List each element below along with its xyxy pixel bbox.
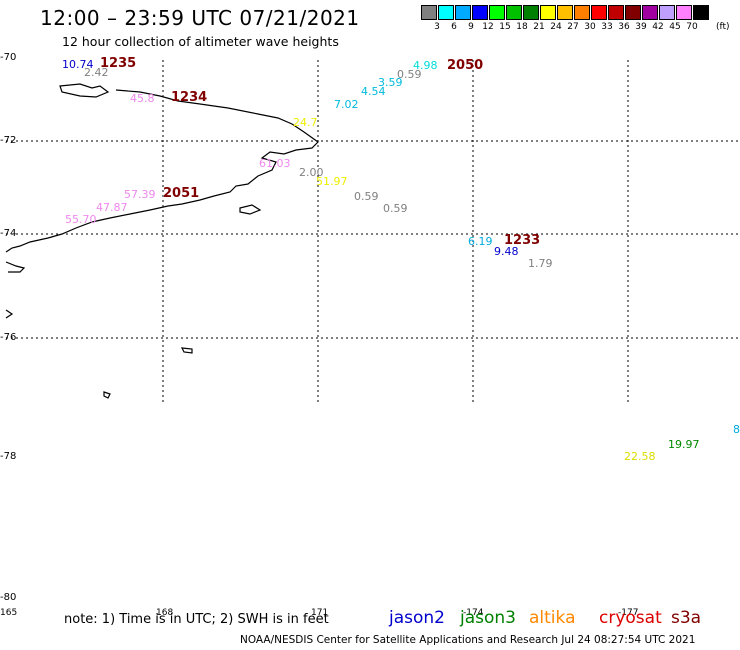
satellite-name-s3a: s3a (671, 608, 702, 628)
wave-height-label: 8 (733, 423, 740, 436)
satellite-name-jason2: jason2 (389, 608, 445, 628)
legend-swatch (625, 5, 641, 20)
legend-swatch (472, 5, 488, 20)
legend-swatch (438, 5, 454, 20)
legend-swatch-label: 15 (499, 22, 511, 32)
track-time-label: 1233 (504, 233, 541, 248)
wave-height-label: 0.59 (397, 68, 422, 81)
legend-swatch-label: 12 (482, 22, 494, 32)
wave-height-label: 22.58 (624, 450, 656, 463)
coastline (5, 83, 319, 399)
wave-height-label: 61.03 (259, 157, 291, 170)
legend-swatch-label: 24 (550, 22, 562, 32)
wave-height-label: 1.79 (528, 257, 553, 270)
wave-height-label: 6.19 (468, 235, 493, 248)
wave-height-label: 0.59 (383, 202, 408, 215)
wave-height-label: 0.59 (354, 190, 379, 203)
legend-swatch (421, 5, 437, 20)
lat-label: -76 (0, 332, 17, 343)
legend-swatch (506, 5, 522, 20)
lon-label: -177 (618, 608, 639, 618)
track-time-label: 2051 (163, 186, 200, 201)
credit-line: NOAA/NESDIS Center for Satellite Applica… (240, 634, 696, 646)
wave-height-label: 9.48 (494, 245, 519, 258)
legend-swatch-label: 45 (669, 22, 681, 32)
legend-swatch-label: 21 (533, 22, 545, 32)
wave-height-label: 10.74 (62, 58, 94, 71)
legend-swatch-label: 33 (601, 22, 613, 32)
legend-swatch-label: 9 (468, 22, 474, 32)
legend-swatch-label: 30 (584, 22, 596, 32)
wave-height-label: 45.8 (130, 92, 155, 105)
lon-label: -174 (463, 608, 484, 618)
graticule (6, 60, 740, 405)
footer-note: note: 1) Time is in UTC; 2) SWH is in fe… (64, 612, 329, 627)
lon-label: 171 (311, 608, 329, 618)
legend-swatch-label: 27 (567, 22, 579, 32)
track-time-label: 1234 (171, 90, 208, 105)
satellite-name-cryosat: cryosat (599, 608, 662, 628)
legend-swatch (455, 5, 471, 20)
legend-swatch (591, 5, 607, 20)
lat-label: -72 (0, 135, 17, 146)
wave-height-label: 57.39 (124, 188, 156, 201)
lon-label: 168 (156, 608, 174, 618)
lat-label: -74 (0, 228, 17, 239)
lon-label: 165 (0, 608, 18, 618)
legend-swatch (540, 5, 556, 20)
wave-height-label: 4.54 (361, 85, 386, 98)
wave-height-label: 19.97 (668, 438, 700, 451)
legend-unit: (ft) (716, 22, 730, 32)
map-subtitle: 12 hour collection of altimeter wave hei… (62, 34, 339, 49)
legend-swatch (659, 5, 675, 20)
track-time-label: 1235 (100, 56, 137, 71)
map-title: 12:00 – 23:59 UTC 07/21/2021 (40, 6, 360, 30)
legend-swatch-label: 3 (434, 22, 440, 32)
wave-height-label: 2.00 (299, 166, 324, 179)
legend-swatch-label: 18 (516, 22, 528, 32)
lat-label: -70 (0, 52, 17, 63)
legend-swatch (642, 5, 658, 20)
legend-swatch (676, 5, 692, 20)
satellite-name-altika: altika (529, 608, 576, 628)
track-time-label: 2050 (447, 58, 484, 73)
satellite-name-jason3: jason3 (460, 608, 516, 628)
legend-swatch-label: 36 (618, 22, 630, 32)
legend-swatch (608, 5, 624, 20)
wave-height-label: 55.70 (65, 213, 97, 226)
legend-swatch-label: 39 (635, 22, 647, 32)
wave-height-label: 4.98 (413, 59, 438, 72)
wave-height-label: 51.97 (316, 175, 348, 188)
legend-swatch (574, 5, 590, 20)
wave-height-label: 47.87 (96, 201, 128, 214)
lat-label: -78 (0, 451, 17, 462)
wave-height-label: 2.42 (84, 66, 109, 79)
wave-height-label: 24.7 (293, 116, 318, 129)
wave-height-label: 7.02 (334, 98, 359, 111)
legend-swatch-label: 70 (686, 22, 698, 32)
lat-label: -80 (0, 592, 17, 603)
legend-swatch-label: 6 (451, 22, 457, 32)
wave-height-label: 3.59 (378, 76, 403, 89)
legend-swatch (693, 5, 709, 20)
legend-swatch (523, 5, 539, 20)
legend-swatch (557, 5, 573, 20)
legend-swatch (489, 5, 505, 20)
legend-swatch-label: 42 (652, 22, 664, 32)
